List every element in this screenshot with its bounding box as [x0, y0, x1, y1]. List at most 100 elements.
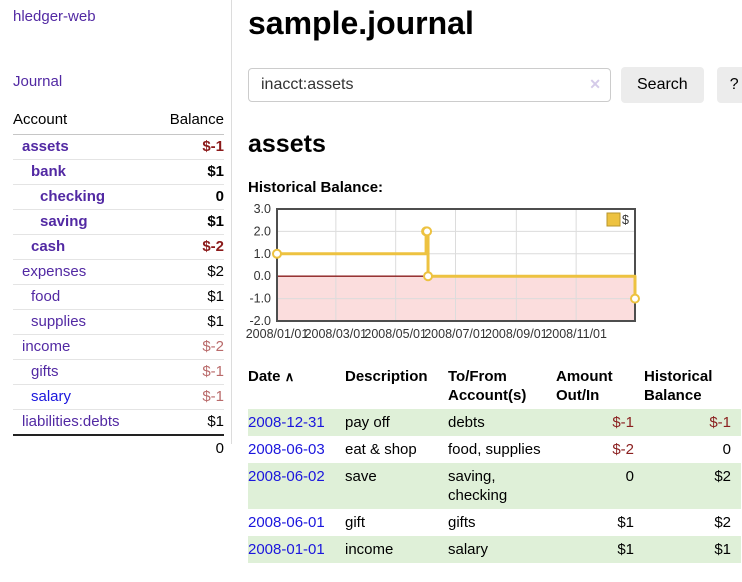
account-link[interactable]: food [31, 288, 61, 305]
svg-text:2.0: 2.0 [254, 224, 271, 238]
app: hledger-web Journal Account Balance asse… [13, 0, 742, 563]
register-date-link[interactable]: 2008-06-01 [248, 514, 325, 531]
account-link[interactable]: saving [40, 213, 88, 230]
accounts-table-header: Account Balance [13, 108, 224, 135]
register-amount: $1 [617, 514, 634, 531]
svg-text:2008/09/01: 2008/09/01 [485, 327, 548, 341]
account-heading: assets [248, 130, 326, 158]
register-row: 2008-12-31 pay off debts $-1 $-1 [248, 409, 741, 436]
register-accounts: gifts [448, 514, 476, 531]
register-date-link[interactable]: 2008-01-01 [248, 541, 325, 558]
svg-text:0.0: 0.0 [254, 269, 271, 283]
account-balance: $1 [207, 288, 224, 305]
brand-link[interactable]: hledger-web [13, 8, 96, 25]
account-link[interactable]: checking [40, 188, 106, 205]
accounts-table: Account Balance assets $-1 bank $1 check… [13, 108, 224, 462]
register-header-row: Date ∧ Description To/From Account(s) Am… [248, 365, 741, 409]
account-row: checking 0 [13, 185, 224, 210]
register-amount: $1 [617, 541, 634, 558]
historical-balance-chart: 3.0 2.0 1.0 0.0 -1.0 -2.02008/01/012008/03/01… [246, 202, 640, 341]
register-accounts: debts [448, 414, 485, 431]
svg-text:$: $ [622, 213, 629, 227]
account-balance: $2 [207, 263, 224, 280]
account-balance: $-1 [202, 363, 224, 380]
account-row: cash $-2 [13, 235, 224, 260]
account-link[interactable]: supplies [31, 313, 87, 330]
account-balance: 0 [215, 188, 224, 205]
column-header-date[interactable]: Date ∧ [248, 365, 345, 409]
account-balance: $-1 [202, 388, 224, 405]
clear-search-icon[interactable]: ✕ [589, 76, 601, 92]
date-header-label: Date [248, 368, 281, 385]
account-link[interactable]: income [22, 338, 71, 355]
search-button[interactable]: Search [621, 67, 704, 103]
account-row: expenses $2 [13, 260, 224, 285]
search-form: ✕ Search ? [248, 67, 742, 103]
svg-text:2008/11/01: 2008/11/01 [545, 327, 607, 341]
register-balance: 0 [722, 441, 731, 458]
column-header-accounts: To/From Account(s) [448, 368, 527, 404]
account-balance: $1 [207, 313, 224, 330]
svg-text:2008/07/01: 2008/07/01 [424, 327, 487, 341]
svg-text:1.0: 1.0 [254, 247, 271, 261]
register-balance: $2 [714, 468, 731, 485]
register-row: 2008-01-01 income salary $1 $1 [248, 536, 741, 563]
account-row: saving $1 [13, 210, 224, 235]
account-balance: $-2 [202, 338, 224, 355]
account-link[interactable]: liabilities:debts [22, 413, 120, 430]
register-amount: $-1 [612, 414, 634, 431]
svg-text:-2.0: -2.0 [249, 314, 271, 328]
accounts-list: assets $-1 bank $1 checking 0 saving $1 … [13, 135, 224, 434]
sidebar-item-journal[interactable]: Journal [13, 73, 63, 90]
register-description: income [345, 541, 394, 558]
account-balance: $1 [207, 413, 224, 430]
account-balance: $1 [207, 163, 224, 180]
account-column-header: Account [13, 111, 68, 128]
account-balance: $1 [207, 213, 224, 230]
account-row: income $-2 [13, 335, 224, 360]
register-balance: $2 [714, 514, 731, 531]
main-content: sample.journal ✕ Search ? assets Histori… [232, 0, 742, 563]
account-row: assets $-1 [13, 135, 224, 160]
register-amount: $-2 [612, 441, 634, 458]
search-input[interactable] [248, 68, 611, 102]
account-row: gifts $-1 [13, 360, 224, 385]
account-link[interactable]: assets [22, 138, 69, 155]
account-link[interactable]: gifts [31, 363, 59, 380]
chart-label: Historical Balance: [248, 179, 384, 196]
register-description: save [345, 468, 377, 485]
account-row: salary $-1 [13, 385, 224, 410]
register-row: 2008-06-01 gift gifts $1 $2 [248, 509, 741, 536]
account-link[interactable]: expenses [22, 263, 87, 280]
account-row: bank $1 [13, 160, 224, 185]
register-amount: 0 [625, 468, 634, 485]
register-accounts: salary [448, 541, 489, 558]
accounts-total-value: 0 [215, 440, 224, 457]
register-date-link[interactable]: 2008-12-31 [248, 414, 325, 431]
register-table: Date ∧ Description To/From Account(s) Am… [248, 365, 741, 563]
account-row: food $1 [13, 285, 224, 310]
account-link[interactable]: salary [31, 388, 72, 405]
svg-text:2008/03/01: 2008/03/01 [305, 327, 368, 341]
svg-text:3.0: 3.0 [254, 202, 271, 216]
register-balance: $1 [714, 541, 731, 558]
svg-text:2008/01/01: 2008/01/01 [246, 327, 309, 341]
register-row: 2008-06-03 eat & shop food, supplies $-2… [248, 436, 741, 463]
svg-text:2008/05/01: 2008/05/01 [364, 327, 427, 341]
account-row: liabilities:debts $1 [13, 410, 224, 434]
register-description: pay off [345, 414, 390, 431]
accounts-total-row: 0 [13, 434, 224, 462]
account-link[interactable]: cash [31, 238, 66, 255]
register-date-link[interactable]: 2008-06-03 [248, 441, 325, 458]
page-title: sample.journal [248, 5, 474, 41]
register-description: eat & shop [345, 441, 417, 458]
register-body: 2008-12-31 pay off debts $-1 $-1 2008-06… [248, 409, 741, 563]
register-date-link[interactable]: 2008-06-02 [248, 468, 325, 485]
register-accounts: saving, checking [448, 468, 508, 504]
account-link[interactable]: bank [31, 163, 67, 180]
account-row: supplies $1 [13, 310, 224, 335]
column-header-balance: Historical Balance [644, 368, 713, 404]
account-balance: $-2 [202, 238, 224, 255]
help-button[interactable]: ? [716, 67, 742, 103]
column-header-amount: Amount Out/In [556, 368, 613, 404]
